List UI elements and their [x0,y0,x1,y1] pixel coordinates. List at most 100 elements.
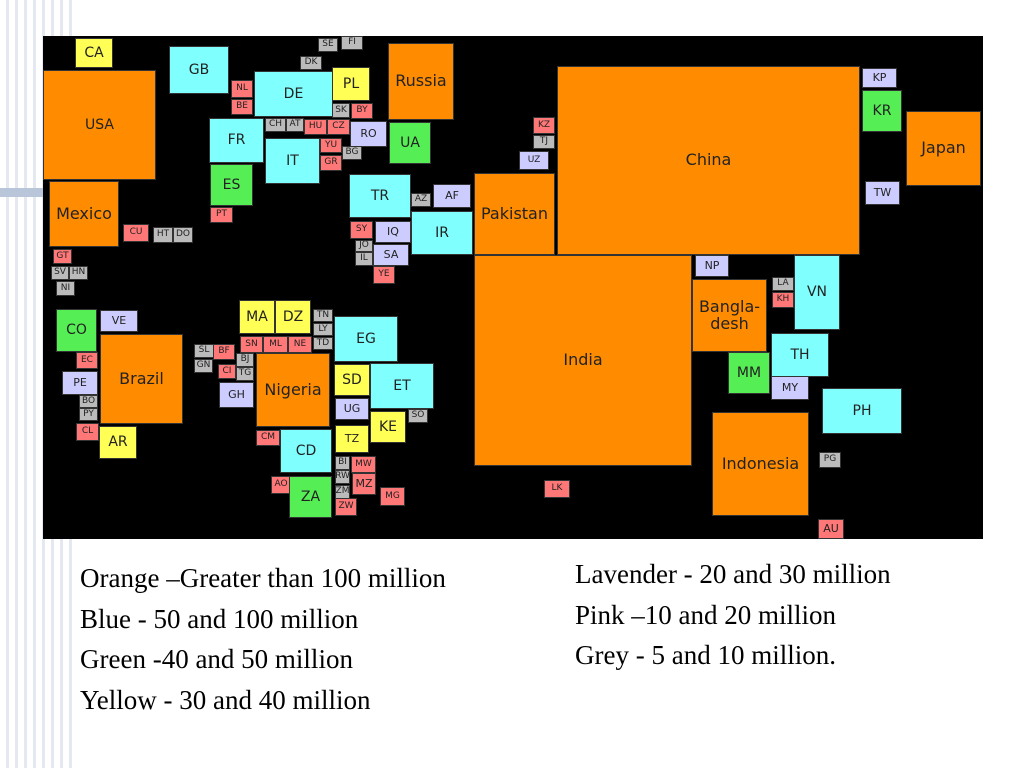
country-dk: DK [300,56,322,70]
country-uz: UZ [519,151,549,170]
country-np: NP [695,255,729,277]
country-cu: CU [123,224,149,242]
country-ar: AR [99,426,137,459]
legend-orange: Orange –Greater than 100 million [80,563,446,593]
country-ch: CH [265,118,286,132]
country-nl: NL [231,80,253,98]
population-cartogram: CA USA Mexico CU HT DO GT SV HN NI CO VE EC PE BO PY CL B… [43,36,983,539]
country-ml: ML [263,336,288,353]
country-ug: UG [335,398,369,420]
country-sd: SD [334,364,370,396]
country-china: China [557,66,860,255]
country-kz: KZ [533,117,555,134]
country-india: India [474,255,692,466]
country-tw: TW [865,181,900,205]
country-fr: FR [209,118,264,163]
country-my: MY [771,376,809,400]
country-ke: KE [370,411,406,443]
country-la: LA [772,277,794,291]
country-bj: BJ [236,353,254,367]
country-russia: Russia [388,43,454,120]
country-ci: CI [218,364,236,379]
country-pg: PG [819,452,841,468]
country-mm: MM [728,352,770,394]
country-zw: ZW [335,498,357,516]
decorative-accent-line [0,188,44,197]
legend-green: Green -40 and 50 million [80,644,353,674]
country-se: SE [318,38,338,52]
country-bg: BG [342,146,362,160]
country-tr: TR [349,174,411,218]
legend-lavender: Lavender - 20 and 30 million [575,559,891,589]
country-au: AU [818,519,844,539]
country-yu: YU [320,138,342,153]
country-tj: TJ [533,135,555,149]
country-sa: SA [373,244,409,266]
country-at: AT [286,118,304,132]
country-ao: AO [271,476,291,494]
country-sv: SV [51,266,69,280]
country-by: BY [351,103,373,119]
country-il: IL [355,252,373,266]
country-fi: FI [341,36,363,50]
country-gt: GT [53,249,72,264]
country-mz: MZ [352,473,376,495]
country-co: CO [56,309,97,352]
country-et: ET [370,363,434,409]
country-ca: CA [75,38,113,68]
country-az: AZ [411,193,431,207]
country-kp: KP [862,68,897,88]
country-kh: KH [772,292,794,308]
country-ir: IR [411,211,473,255]
country-td: TD [313,337,333,350]
legend-blue: Blue - 50 and 100 million [80,603,359,634]
country-sk: SK [332,103,350,118]
country-it: IT [265,138,320,184]
country-gb: GB [169,46,229,94]
country-gn: GN [194,359,213,373]
country-pl: PL [332,67,370,101]
country-hu: HU [304,119,327,135]
country-dz: DZ [275,300,311,334]
country-bo: BO [79,395,98,408]
country-sn: SN [240,336,263,353]
country-japan: Japan [906,111,981,186]
country-vn: VN [794,255,840,330]
country-ma: MA [239,300,275,334]
country-kr: KR [862,90,902,132]
country-cm: CM [256,430,280,446]
legend-pink: Pink –10 and 20 million [575,599,837,630]
country-ph: PH [822,388,902,434]
country-bi: BI [335,456,350,470]
country-iq: IQ [375,221,411,243]
country-sy: SY [350,221,373,239]
country-th: TH [771,333,829,377]
country-cd: CD [280,429,332,473]
country-gr: GR [320,155,342,171]
country-be: BE [231,99,253,115]
country-ve: VE [100,310,138,332]
country-nigeria: Nigeria [256,353,330,427]
country-hn: HN [69,266,88,280]
country-rw: RW [335,470,350,484]
country-tn: TN [313,309,333,322]
country-ye: YE [373,266,395,284]
country-af: AF [433,184,471,208]
country-tz: TZ [335,425,369,453]
country-do: DO [173,227,193,243]
country-ec: EC [76,352,98,369]
country-brazil: Brazil [100,334,183,424]
country-pakistan: Pakistan [474,173,555,255]
country-ni: NI [56,281,75,296]
country-mexico: Mexico [49,181,119,247]
legend-left: Orange –Greater than 100 million Blue - … [80,558,446,720]
country-bangladesh: Bangla- desh [692,279,767,352]
country-so: SO [408,409,428,423]
country-ro: RO [350,121,387,147]
country-eg: EG [334,316,398,362]
legend-right: Lavender - 20 and 30 million Pink –10 an… [575,554,891,676]
country-za: ZA [289,476,332,518]
legend-yellow: Yellow - 30 and 40 million [80,684,371,715]
country-zm: ZM [335,485,350,499]
country-pe: PE [62,371,98,395]
